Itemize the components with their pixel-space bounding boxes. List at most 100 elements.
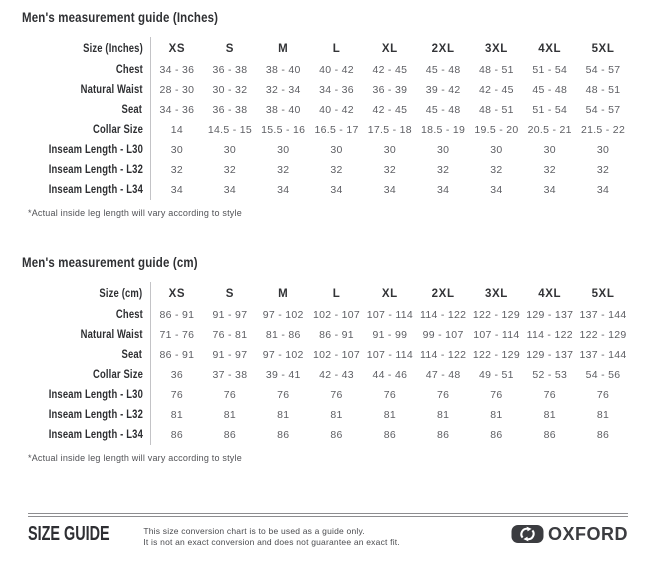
size-value-cell: 71 - 76 bbox=[149, 325, 204, 345]
size-value-cell: 49 - 51 bbox=[479, 369, 514, 381]
size-value-cell: 97 - 102 bbox=[262, 349, 304, 361]
size-value-cell: 45 - 48 bbox=[425, 64, 461, 76]
size-value-cell: 86 - 91 bbox=[319, 329, 354, 341]
table-row: Collar Size 36 37 - 38 39 - 41 42 - 43 44 - 4… bbox=[22, 365, 630, 385]
size-value-cell: 81 bbox=[490, 409, 503, 421]
size-column-header: 5XL bbox=[591, 287, 615, 300]
size-value-cell: 32 bbox=[596, 164, 610, 176]
size-value-cell: 45 - 48 bbox=[532, 84, 568, 96]
measurement-row-label: Inseam Length - L30 bbox=[22, 140, 150, 160]
header-row: Size (Inches) XS S M L XL 2XL 3XL 4XL 5XL bbox=[22, 37, 630, 60]
footer-divider bbox=[28, 513, 628, 517]
table-row: Natural Waist 28 - 30 30 - 32 32 - 34 34 - 3… bbox=[22, 80, 630, 100]
size-column-header: 3XL bbox=[484, 287, 508, 300]
size-value-cell: 17.5 - 18 bbox=[367, 124, 412, 136]
footer-note-line1: This size conversion chart is to be used… bbox=[143, 526, 365, 536]
size-value-cell: 54 - 57 bbox=[585, 64, 621, 76]
size-value-cell: 107 - 114 bbox=[366, 349, 413, 361]
measurement-row-label-text: Inseam Length - L32 bbox=[48, 164, 143, 176]
size-value-cell: 54 - 56 bbox=[585, 369, 621, 381]
size-value-cell: 30 bbox=[596, 144, 610, 156]
cm-measurement-table: Size (cm) XS S M L XL 2XL 3XL 4XL 5XL Chest 86 - 9… bbox=[22, 282, 630, 445]
size-column-header: 2XL bbox=[431, 42, 455, 55]
measurement-row-label: Collar Size bbox=[22, 120, 150, 140]
size-value-cell: 32 bbox=[543, 164, 556, 176]
size-value-cell: 34 bbox=[330, 184, 343, 196]
size-value-cell: 36 - 38 bbox=[212, 104, 248, 116]
size-value-cell: 32 - 34 bbox=[265, 84, 301, 96]
size-value-cell: 114 - 122 bbox=[526, 329, 573, 341]
size-value-cell: 91 - 97 bbox=[212, 349, 248, 361]
size-value-cell: 30 - 32 bbox=[212, 84, 248, 96]
size-column-header: M bbox=[278, 287, 289, 300]
size-column-header: M bbox=[278, 42, 289, 55]
size-value-cell: 91 - 97 bbox=[212, 309, 248, 321]
size-column-header: 3XL bbox=[484, 42, 508, 55]
size-value-cell: 114 - 122 bbox=[419, 349, 467, 361]
measurement-row-label-text: Inseam Length - L32 bbox=[48, 409, 143, 421]
size-value-cell: 129 - 137 bbox=[526, 349, 574, 361]
size-column-header: S bbox=[225, 42, 235, 55]
size-value-cell: 86 bbox=[223, 429, 237, 441]
size-value-cell: 32 bbox=[490, 164, 503, 176]
measurement-row-label-text: Inseam Length - L30 bbox=[48, 144, 143, 156]
size-value-cell: 42 - 45 bbox=[479, 84, 514, 96]
cm-table-footnote: *Actual inside leg length will vary acco… bbox=[28, 453, 242, 463]
table-row: Inseam Length - L32 81 81 81 81 81 81 81 81 81 bbox=[22, 405, 630, 425]
size-value-cell: 47 - 48 bbox=[425, 369, 461, 381]
size-value-cell: 48 - 51 bbox=[585, 84, 621, 96]
size-value-cell: 48 - 51 bbox=[479, 64, 514, 76]
measurement-row-label-text: Seat bbox=[121, 104, 143, 116]
size-value-cell: 30 bbox=[490, 144, 503, 156]
size-column-header: 2XL bbox=[431, 287, 455, 300]
table-row: Inseam Length - L30 76 76 76 76 76 76 76 76 76 bbox=[22, 385, 630, 405]
size-column-header: XS bbox=[149, 282, 204, 305]
measurement-row-label: Chest bbox=[22, 60, 150, 80]
size-value-cell: 16.5 - 17 bbox=[314, 124, 359, 136]
size-value-cell: 91 - 99 bbox=[372, 329, 408, 341]
size-value-cell: 81 bbox=[543, 409, 556, 421]
measurement-row-label-text: Inseam Length - L30 bbox=[48, 389, 143, 401]
size-value-cell: 34 bbox=[149, 180, 204, 200]
size-value-cell: 81 bbox=[149, 405, 204, 425]
size-value-cell: 76 bbox=[277, 389, 290, 401]
size-value-cell: 32 bbox=[149, 160, 204, 180]
size-value-cell: 42 - 43 bbox=[319, 369, 354, 381]
size-value-cell: 40 - 42 bbox=[319, 64, 354, 76]
size-value-cell: 32 bbox=[436, 164, 450, 176]
footer-note: This size conversion chart is to be used… bbox=[143, 523, 400, 547]
size-value-cell: 86 bbox=[149, 425, 204, 445]
size-value-cell: 45 - 48 bbox=[425, 104, 461, 116]
size-value-cell: 76 - 81 bbox=[212, 329, 248, 341]
size-column-header: 4XL bbox=[538, 42, 562, 55]
size-value-cell: 32 bbox=[330, 164, 343, 176]
size-column-header: L bbox=[332, 42, 341, 55]
size-value-cell: 38 - 40 bbox=[265, 104, 301, 116]
size-guide-heading-text: SIZE GUIDE bbox=[28, 523, 110, 545]
measurement-row-label: Seat bbox=[22, 100, 150, 120]
size-value-cell: 99 - 107 bbox=[422, 329, 464, 341]
size-value-cell: 21.5 - 22 bbox=[580, 124, 626, 136]
size-column-header: XL bbox=[381, 287, 398, 300]
size-value-cell: 30 bbox=[383, 144, 396, 156]
size-unit-label-text: Size (Inches) bbox=[82, 42, 143, 55]
size-value-cell: 30 bbox=[436, 144, 450, 156]
size-value-cell: 44 - 46 bbox=[372, 369, 408, 381]
size-column-header: XS bbox=[149, 37, 204, 60]
size-value-cell: 76 bbox=[436, 389, 450, 401]
footer: SIZE GUIDE This size conversion chart is… bbox=[28, 513, 628, 547]
size-value-cell: 137 - 144 bbox=[579, 349, 627, 361]
size-value-cell: 86 bbox=[490, 429, 503, 441]
measurement-row-label-text: Inseam Length - L34 bbox=[48, 184, 143, 196]
size-value-cell: 102 - 107 bbox=[313, 309, 361, 321]
size-value-cell: 36 - 39 bbox=[372, 84, 408, 96]
inches-measurement-table: Size (Inches) XS S M L XL 2XL 3XL 4XL 5XL Chest 34… bbox=[22, 37, 630, 200]
cm-table-section: Men's measurement guide (cm) Size (cm) XS… bbox=[22, 254, 630, 463]
size-value-cell: 19.5 - 20 bbox=[474, 124, 519, 136]
size-value-cell: 86 bbox=[596, 429, 610, 441]
size-value-cell: 76 bbox=[223, 389, 237, 401]
size-value-cell: 14 bbox=[149, 120, 204, 140]
size-value-cell: 52 - 53 bbox=[532, 369, 568, 381]
size-value-cell: 81 bbox=[596, 409, 610, 421]
